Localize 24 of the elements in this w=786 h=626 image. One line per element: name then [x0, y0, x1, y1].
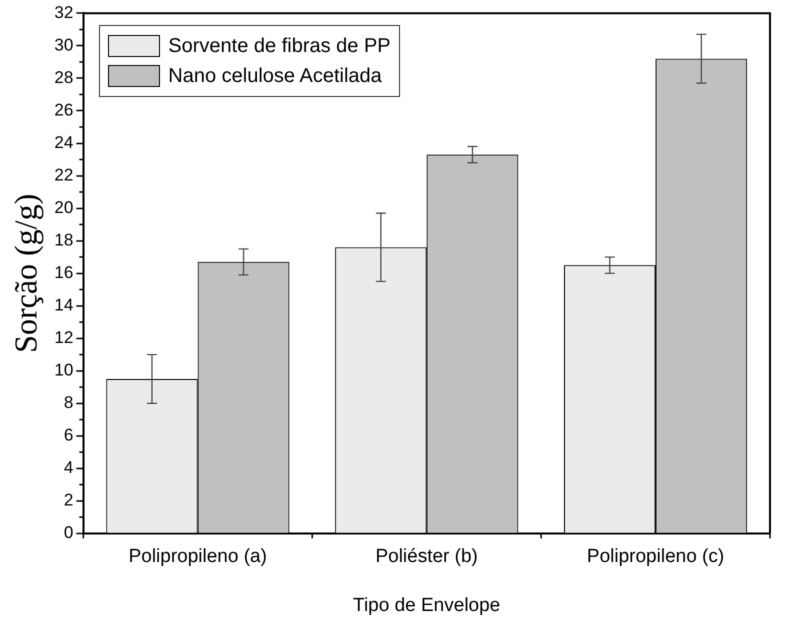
y-tick-label: 2: [64, 490, 74, 510]
y-tick-label: 8: [64, 393, 74, 412]
y-tick-label: 26: [54, 100, 74, 120]
y-tick-label: 24: [54, 132, 74, 152]
y-tick-label: 22: [54, 165, 74, 184]
y-tick-label: 30: [54, 35, 74, 54]
y-tick-label: 16: [54, 262, 74, 282]
y-axis-title: Sorção (g/g): [8, 194, 44, 353]
x-axis-title: Tipo de Envelope: [353, 594, 500, 616]
y-tick-label: 14: [54, 296, 74, 314]
x-tick-label: Poliéster (b): [375, 546, 478, 568]
legend-label: Nano celulose Acetilada: [168, 64, 382, 88]
y-tick-label: 10: [54, 360, 74, 380]
y-tick-label: 4: [64, 458, 74, 478]
y-tick-label: 12: [54, 328, 74, 348]
x-tick-label: Polipropileno (a): [128, 546, 267, 568]
y-tick-label: 0: [64, 523, 74, 542]
y-tick-label: 32: [54, 2, 74, 22]
y-tick-label: 20: [54, 198, 74, 217]
y-tick-label: 18: [54, 230, 74, 250]
x-tick-label: Polipropileno (c): [586, 546, 724, 568]
y-tick-label: 28: [54, 68, 74, 87]
legend-label: Sorvente de fibras de PP: [168, 34, 391, 58]
y-tick-label: 6: [64, 426, 74, 445]
